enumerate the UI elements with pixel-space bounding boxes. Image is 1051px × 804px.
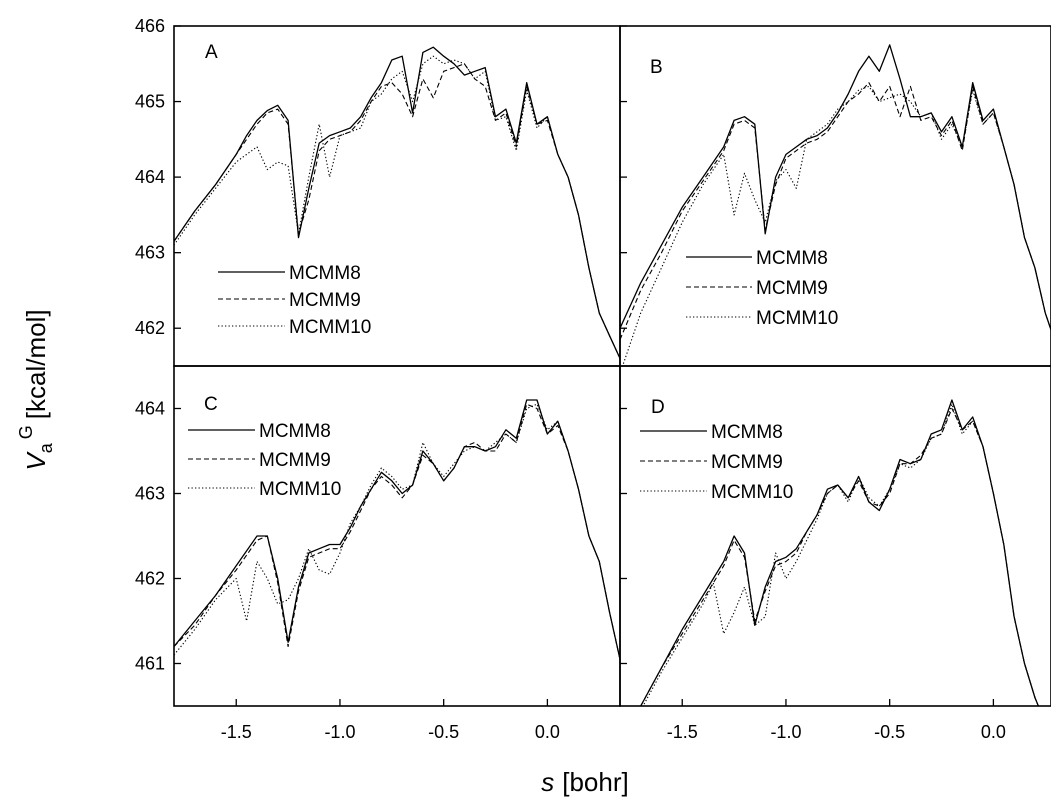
legend-label-mcmm8: MCMM8 bbox=[259, 421, 331, 442]
legend: MCMM8 MCMM9 MCMM10 bbox=[218, 263, 371, 338]
x-tick-label: 0.0 bbox=[535, 722, 560, 742]
y-axis-title: VaG [kcal/mol] bbox=[16, 309, 56, 470]
legend-label-mcmm9: MCMM9 bbox=[756, 278, 828, 299]
series-line-mcmm10 bbox=[642, 403, 1039, 706]
panel-frame bbox=[173, 25, 621, 367]
panel-label: B bbox=[650, 57, 663, 78]
legend: MCMM8 MCMM9 MCMM10 bbox=[640, 422, 793, 503]
series-line-mcmm10 bbox=[622, 85, 1051, 366]
panel-series bbox=[620, 44, 1051, 366]
y-tick-label: 462 bbox=[135, 318, 165, 338]
legend-label-mcmm10: MCMM10 bbox=[259, 479, 341, 500]
series-line-mcmm9 bbox=[640, 407, 1039, 706]
series-line-mcmm9 bbox=[620, 82, 1051, 340]
series-line-mcmm8 bbox=[640, 399, 1040, 706]
series-line-mcmm8 bbox=[620, 44, 1051, 332]
panel-d: -1.5 -1.0 -0.5 0.0 D MCMM8 MCMM9 MCMM10 bbox=[619, 365, 1051, 742]
legend-label-mcmm10: MCMM10 bbox=[756, 308, 838, 329]
panel-frame bbox=[619, 365, 1051, 707]
panel-series bbox=[640, 399, 1040, 706]
series-line-mcmm8 bbox=[174, 399, 620, 660]
x-tick-label: -1.0 bbox=[324, 722, 355, 742]
y-axis-subscript: a bbox=[36, 442, 56, 453]
x-tick-label: -0.5 bbox=[874, 722, 905, 742]
y-tick-label: 461 bbox=[135, 654, 165, 674]
legend-label-mcmm9: MCMM9 bbox=[259, 450, 331, 471]
panel-series bbox=[174, 46, 620, 359]
x-axis-unit: [bohr] bbox=[562, 767, 629, 797]
legend-label-mcmm8: MCMM8 bbox=[289, 263, 361, 284]
legend-label-mcmm10: MCMM10 bbox=[289, 317, 371, 338]
x-tick-label: -1.5 bbox=[667, 722, 698, 742]
legend: MCMM8 MCMM9 MCMM10 bbox=[686, 248, 838, 329]
y-axis-superscript: G bbox=[16, 425, 36, 439]
legend-label-mcmm8: MCMM8 bbox=[711, 422, 783, 443]
legend-label-mcmm10: MCMM10 bbox=[711, 482, 793, 503]
panel-label: D bbox=[651, 397, 665, 418]
series-line-mcmm9 bbox=[174, 63, 620, 359]
panels: 462463464465466AMCMM8MCMM9MCMM10BMCMM8MC… bbox=[135, 16, 1051, 742]
x-axis-var: s bbox=[541, 767, 554, 797]
x-tick-label: -1.0 bbox=[770, 722, 801, 742]
series-line-mcmm8 bbox=[174, 46, 620, 359]
y-axis-var: V bbox=[21, 451, 51, 471]
x-tick-label: 0.0 bbox=[981, 722, 1006, 742]
x-axis-title: s [bohr] bbox=[541, 767, 629, 797]
x-tick-label: -0.5 bbox=[428, 722, 459, 742]
legend: MCMM8 MCMM9 MCMM10 bbox=[188, 421, 341, 500]
y-tick-label: 464 bbox=[135, 167, 165, 187]
panel-frame bbox=[173, 365, 621, 707]
x-tick-label: -1.5 bbox=[221, 722, 252, 742]
panel-a: 462 463 464 465 466 A MCMM8 MCMM9 MCMM10 bbox=[135, 16, 621, 367]
legend-label-mcmm9: MCMM9 bbox=[289, 290, 361, 311]
panel-label: C bbox=[204, 394, 218, 415]
y-tick-label: 462 bbox=[135, 569, 165, 589]
panel-series bbox=[174, 399, 620, 660]
y-tick-label: 464 bbox=[135, 399, 165, 419]
y-tick-label: 463 bbox=[135, 243, 165, 263]
series-line-mcmm9 bbox=[174, 403, 620, 660]
legend-label-mcmm8: MCMM8 bbox=[756, 248, 828, 269]
y-tick-label: 466 bbox=[135, 16, 165, 36]
legend-label-mcmm9: MCMM9 bbox=[711, 452, 783, 473]
series-line-mcmm10 bbox=[174, 403, 620, 660]
y-tick-label: 465 bbox=[135, 92, 165, 112]
panel-label: A bbox=[205, 42, 218, 63]
y-axis-unit: [kcal/mol] bbox=[21, 309, 51, 419]
series-line-mcmm10 bbox=[174, 55, 620, 359]
y-tick-label: 463 bbox=[135, 484, 165, 504]
panel-b: B MCMM8 MCMM9 MCMM10 bbox=[619, 25, 1051, 367]
